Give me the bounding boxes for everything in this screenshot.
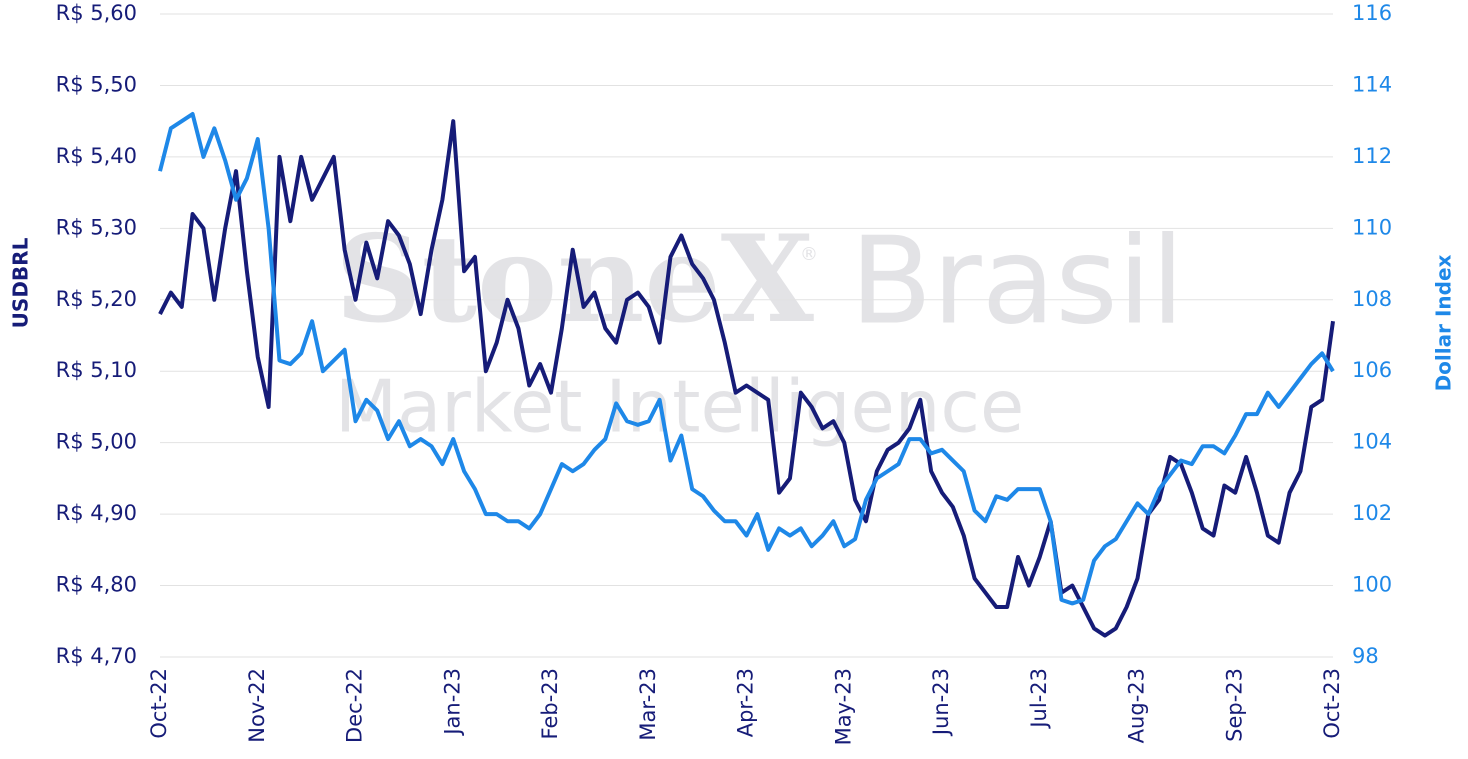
x-tick-label: May-23 xyxy=(831,668,855,745)
y2-tick-label: 100 xyxy=(1352,573,1392,597)
x-tick-label: Jul-23 xyxy=(1027,668,1051,730)
y-tick-label: R$ 5,60 xyxy=(56,1,137,25)
y-tick-label: R$ 5,00 xyxy=(56,430,137,454)
x-tick-label: Oct-22 xyxy=(147,668,171,739)
y-tick-label: R$ 5,30 xyxy=(56,215,137,239)
y2-tick-label: 104 xyxy=(1352,430,1392,454)
y-axis-title: USDBRL xyxy=(9,237,33,328)
y-tick-label: R$ 4,80 xyxy=(56,573,137,597)
y2-tick-label: 116 xyxy=(1352,1,1392,25)
watermark: StoneX ® Brasil Market Intelligence xyxy=(335,209,1184,448)
watermark-mark: ® xyxy=(800,244,818,265)
y2-tick-label: 106 xyxy=(1352,358,1392,382)
y2-tick-label: 98 xyxy=(1352,644,1379,668)
y-tick-label: R$ 4,70 xyxy=(56,644,137,668)
x-tick-label: Jun-23 xyxy=(929,668,953,737)
y2-tick-label: 110 xyxy=(1352,215,1392,239)
y2-tick-label: 114 xyxy=(1352,72,1392,96)
y-tick-label: R$ 5,20 xyxy=(56,287,137,311)
watermark-region: Brasil xyxy=(850,213,1184,352)
x-tick-label: Feb-23 xyxy=(538,668,562,739)
x-tick-label: Nov-22 xyxy=(245,668,269,743)
y-tick-label: R$ 4,90 xyxy=(56,501,137,525)
x-tick-label: Sep-23 xyxy=(1222,668,1246,742)
y2-tick-label: 112 xyxy=(1352,144,1392,168)
y2-axis-title: Dollar Index xyxy=(1432,254,1456,391)
x-tick-label: Aug-23 xyxy=(1125,668,1149,743)
series-line xyxy=(158,119,1335,638)
x-tick-label: Oct-23 xyxy=(1320,668,1344,739)
y-tick-label: R$ 5,50 xyxy=(56,72,137,96)
watermark-brand: StoneX xyxy=(335,209,814,350)
x-tick-label: Dec-22 xyxy=(343,668,367,743)
x-tick-label: Jan-23 xyxy=(440,668,464,737)
y2-tick-label: 108 xyxy=(1352,287,1392,311)
y-tick-label: R$ 5,10 xyxy=(56,358,137,382)
x-tick-label: Apr-23 xyxy=(734,668,758,737)
x-tick-label: Mar-23 xyxy=(636,668,660,741)
series-line xyxy=(158,112,1335,606)
y2-tick-label: 102 xyxy=(1352,501,1392,525)
y-tick-label: R$ 5,40 xyxy=(56,144,137,168)
